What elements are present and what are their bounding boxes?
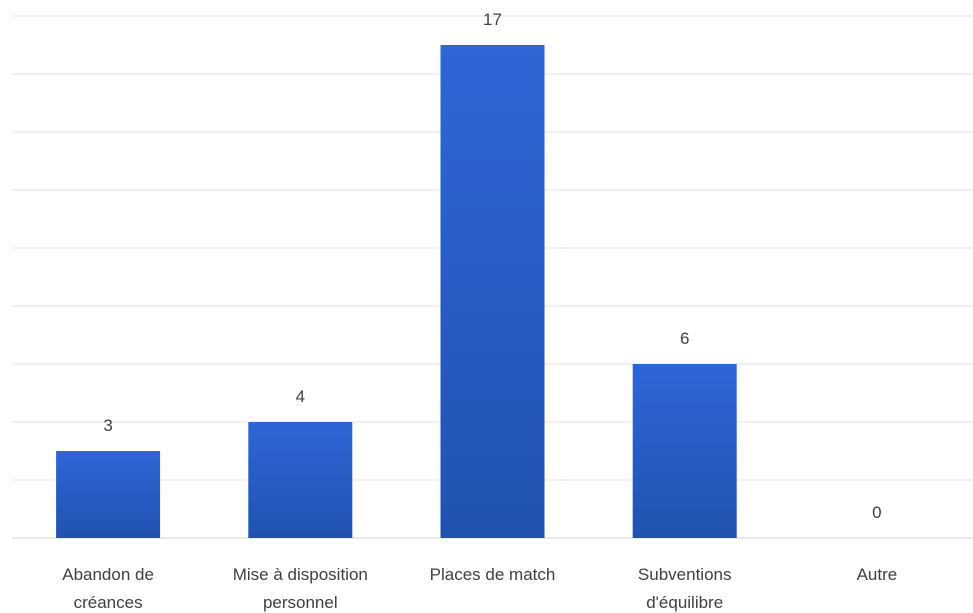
data-label: 17 — [483, 10, 502, 29]
category-label: personnel — [263, 593, 338, 612]
data-label: 6 — [680, 329, 689, 348]
bar — [56, 451, 161, 538]
data-labels: 3 4 17 6 0 — [103, 10, 881, 522]
category-labels: Abandon de créances Mise à disposition pers… — [62, 565, 897, 612]
category-label: Mise à disposition — [233, 565, 368, 584]
bar — [632, 364, 737, 538]
category-label: Places de match — [430, 565, 556, 584]
bar — [440, 45, 545, 538]
category-label: Autre — [857, 565, 898, 584]
category-label: créances — [74, 593, 143, 612]
data-label: 4 — [296, 387, 305, 406]
bar — [248, 422, 353, 538]
category-label: Abandon de — [62, 565, 154, 584]
category-label: d'équilibre — [646, 593, 723, 612]
bars — [56, 45, 737, 538]
data-label: 0 — [872, 503, 881, 522]
data-label: 3 — [103, 416, 112, 435]
category-label: Subventions — [638, 565, 732, 584]
